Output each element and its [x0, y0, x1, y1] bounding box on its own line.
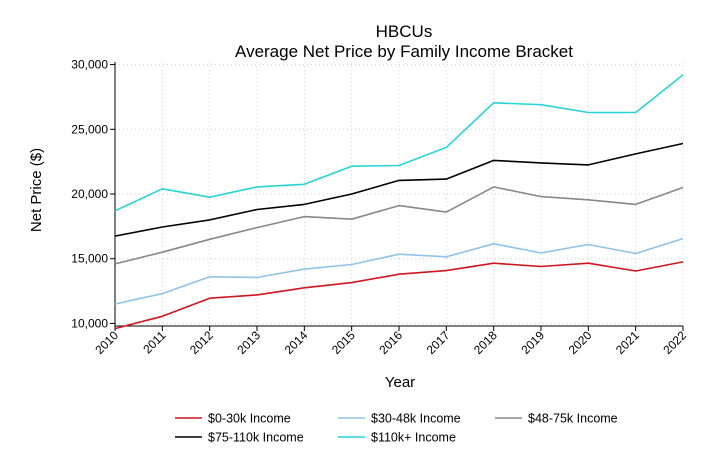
x-tick-label: 2014 [282, 328, 311, 357]
x-tick-label: 2011 [140, 328, 168, 356]
legend-label: $110k+ Income [371, 431, 456, 445]
series-line [114, 186, 684, 265]
grid [114, 62, 684, 326]
x-tick-label: 2010 [92, 328, 121, 357]
legend-label: $75-110k Income [208, 431, 304, 445]
chart-title: HBCUs [376, 22, 433, 41]
series-line [114, 74, 684, 212]
legend: $0-30k Income $30-48k Income $48-75k Incom… [175, 412, 618, 445]
x-tick-label: 2015 [329, 328, 358, 357]
x-tick-label: 2022 [660, 328, 689, 357]
x-tick-label: 2018 [471, 328, 500, 357]
axes: 2010 2011 2012 2013 2014 2015 2016 2017 2018 2019… [71, 58, 689, 357]
y-tick-label: 30,000 [71, 58, 108, 72]
series-line [114, 261, 684, 330]
x-tick-label: 2020 [566, 328, 595, 357]
series-line [114, 142, 684, 237]
y-axis-title: Net Price ($) [28, 148, 45, 232]
chart-subtitle: Average Net Price by Family Income Brack… [235, 42, 573, 61]
y-tick-label: 25,000 [71, 122, 108, 136]
legend-label: $0-30k Income [208, 412, 291, 426]
series-lines [114, 74, 684, 330]
x-tick-label: 2012 [187, 328, 216, 357]
y-tick-label: 10,000 [71, 316, 108, 330]
x-tick-label: 2019 [518, 328, 547, 357]
legend-label: $48-75k Income [528, 412, 618, 426]
x-axis-title: Year [385, 374, 415, 391]
legend-label: $30-48k Income [371, 412, 461, 426]
x-tick-label: 2017 [424, 328, 453, 357]
y-tick-label: 15,000 [71, 252, 108, 266]
series-line [114, 237, 684, 305]
x-tick-label: 2016 [376, 328, 405, 357]
y-tick-label: 20,000 [71, 187, 108, 201]
x-tick-label: 2021 [613, 328, 642, 357]
x-tick-label: 2013 [234, 328, 263, 357]
